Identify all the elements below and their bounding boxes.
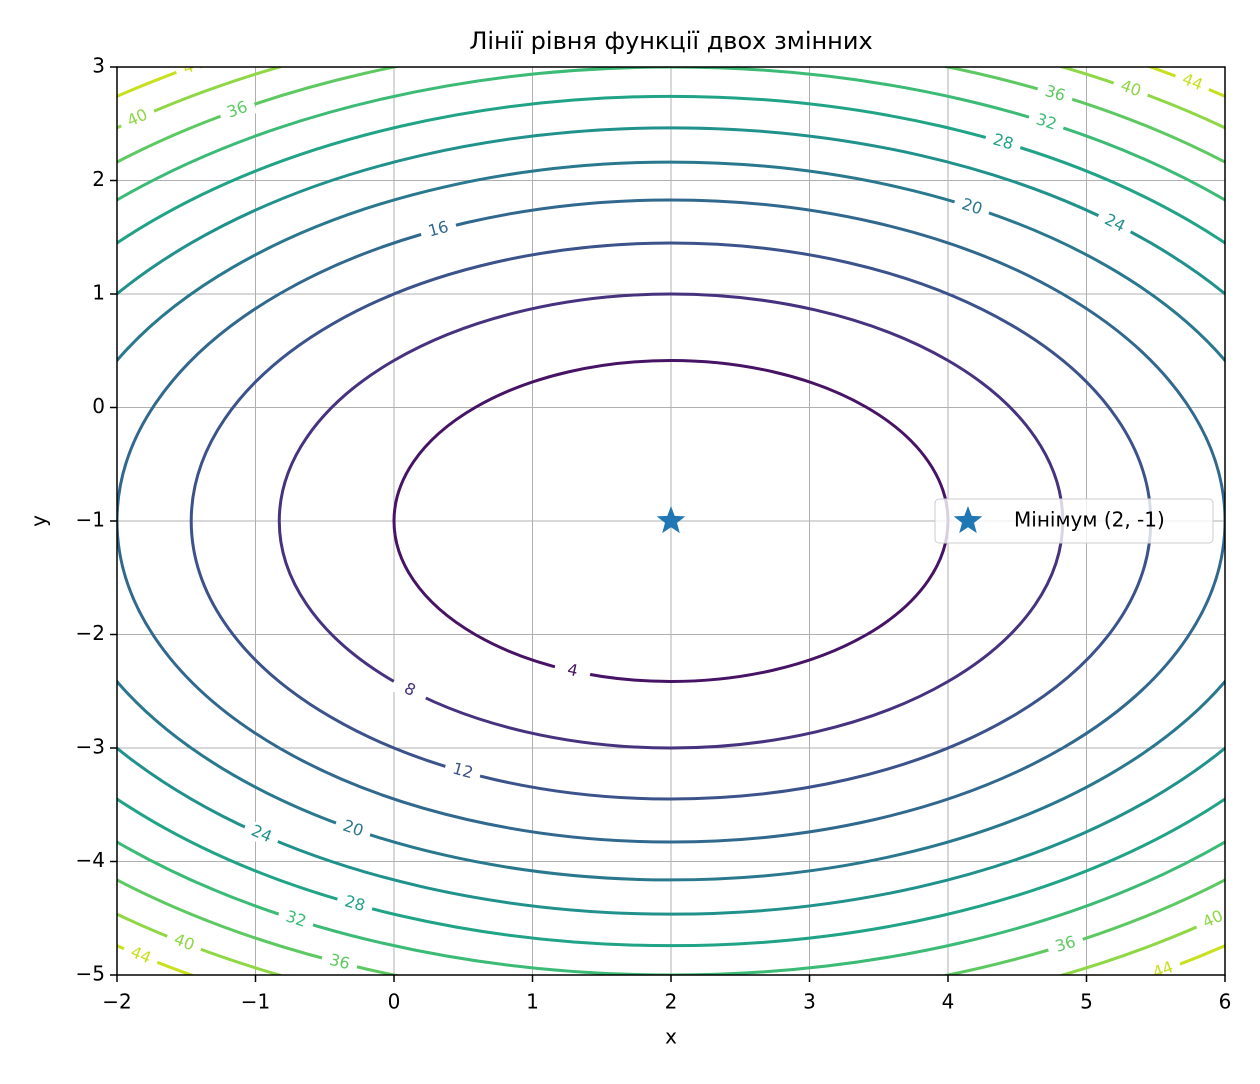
contour-label: 12 xyxy=(451,759,476,783)
contour-label: 44 xyxy=(1150,957,1176,982)
y-tick-label: −4 xyxy=(76,848,105,872)
contour-label: 44 xyxy=(180,53,206,78)
contour-label-gap xyxy=(1026,108,1067,137)
x-tick-label: 6 xyxy=(1219,990,1232,1014)
y-tick-label: −5 xyxy=(76,962,105,986)
contour-label-group: 24 xyxy=(1094,207,1135,240)
contour-label-gap xyxy=(1035,80,1075,108)
contour-line xyxy=(117,126,1225,916)
x-tick-label: 2 xyxy=(665,990,678,1014)
contour-label-gap xyxy=(983,128,1023,157)
contour-label-gap xyxy=(1193,904,1225,936)
contour-label-gap xyxy=(333,814,373,844)
contour-line xyxy=(117,160,1225,882)
contour-label-gap xyxy=(335,890,375,918)
y-tick-label: −1 xyxy=(76,508,105,532)
x-tick-label: 5 xyxy=(1080,990,1093,1014)
y-tick-label: −3 xyxy=(76,735,105,759)
contour-label: 28 xyxy=(991,129,1016,153)
y-tick-label: 0 xyxy=(92,394,105,418)
legend-label: Мінімум (2, -1) xyxy=(1014,508,1165,532)
contour-label-group: 40 xyxy=(1110,74,1151,104)
x-tick-label: 1 xyxy=(526,990,539,1014)
contour-label-gap xyxy=(173,67,214,81)
contour-line xyxy=(117,94,1225,948)
contour-label-gap xyxy=(418,216,459,243)
contour-label-gap xyxy=(1045,930,1086,959)
contour-label-group: 12 xyxy=(442,757,483,785)
contour-label: 36 xyxy=(327,950,351,973)
contour-label-gap xyxy=(951,193,992,222)
contour-label-gap xyxy=(1110,74,1151,104)
x-tick-label: −1 xyxy=(241,990,270,1014)
contour-label-group: 16 xyxy=(418,216,459,243)
contour-label-gap xyxy=(1094,207,1135,240)
y-tick-label: −2 xyxy=(76,621,105,645)
contour-label-gap xyxy=(1143,955,1184,975)
chart-title: Лінії рівня функції двох змінних xyxy=(469,27,872,55)
contour-line xyxy=(117,198,1225,844)
contour-label: 28 xyxy=(343,891,368,915)
contour-label-group: 28 xyxy=(983,128,1023,157)
contour-label-group: 36 xyxy=(319,949,360,975)
legend: Мінімум (2, -1) xyxy=(934,498,1214,544)
minimum-marker xyxy=(656,506,686,534)
contour-label-gap xyxy=(275,905,316,934)
contour-label-gap xyxy=(1172,67,1213,98)
contour-label-group: 32 xyxy=(1026,108,1067,137)
contour-label: 16 xyxy=(426,217,451,241)
contour-label-gap xyxy=(120,940,161,971)
y-axis-label: y xyxy=(27,515,51,527)
contour-label-gap xyxy=(389,673,430,707)
contour-label-gap xyxy=(319,949,360,975)
contour-label-gap xyxy=(552,658,592,684)
x-tick-label: 4 xyxy=(942,990,955,1014)
contour-label-group: 28 xyxy=(335,890,375,918)
contour-label-gap xyxy=(217,95,258,125)
contour-label-group: 8 xyxy=(389,673,430,707)
x-tick-label: 0 xyxy=(388,990,401,1014)
x-tick-label: −2 xyxy=(102,990,131,1014)
contour-label-group: 44 xyxy=(1143,955,1184,982)
legend-marker xyxy=(953,506,983,534)
y-tick-label: 3 xyxy=(92,54,105,78)
contour-label: 4 xyxy=(566,660,580,681)
y-tick-label: 2 xyxy=(92,167,105,191)
contour-label-group: 44 xyxy=(173,53,214,81)
contour-label-gap xyxy=(442,757,483,785)
y-tick-label: 1 xyxy=(92,281,105,305)
legend-box xyxy=(934,498,1214,544)
contour-label-gap xyxy=(241,818,282,850)
contour-label-gap xyxy=(163,928,205,958)
contour-label-gap xyxy=(117,102,158,134)
x-tick-label: 3 xyxy=(803,990,816,1014)
contour-label-group: 4 xyxy=(552,658,592,684)
x-axis-label: x xyxy=(665,1025,677,1049)
